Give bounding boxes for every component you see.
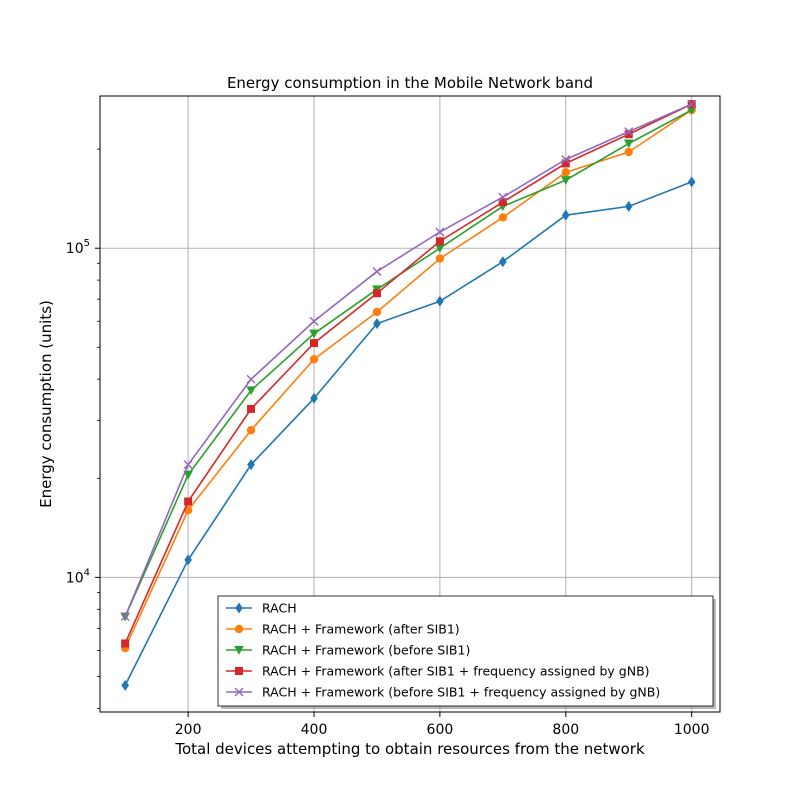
- data-point: [247, 459, 255, 471]
- legend-marker: [235, 667, 243, 675]
- y-tick-label: 104: [66, 567, 90, 586]
- data-point: [373, 318, 381, 330]
- legend-label: RACH: [262, 601, 297, 616]
- data-point: [687, 99, 697, 109]
- data-point: [310, 339, 319, 348]
- data-point: [561, 154, 571, 164]
- series-4: [121, 100, 696, 648]
- series-line: [124, 103, 692, 617]
- series-5: [120, 99, 697, 622]
- data-point: [372, 289, 381, 298]
- data-point: [435, 244, 445, 254]
- data-point: [435, 227, 445, 237]
- legend-label: RACH + Framework (before SIB1 + frequenc…: [262, 685, 660, 700]
- x-tick-label: 1000: [674, 722, 710, 738]
- data-point: [498, 198, 507, 207]
- data-point: [498, 192, 508, 202]
- data-point: [561, 209, 570, 221]
- series-1: [121, 176, 696, 691]
- series-line: [124, 109, 693, 617]
- data-point: [560, 176, 571, 185]
- data-point: [436, 295, 444, 307]
- y-tick-exponent: 5: [84, 238, 90, 249]
- legend-marker: [234, 687, 244, 697]
- legend-marker: [234, 646, 244, 655]
- legend-label: RACH + Framework (before SIB1): [262, 643, 470, 658]
- legend-item: RACH + Framework (after SIB1 + frequency…: [226, 664, 650, 679]
- data-point: [246, 386, 256, 396]
- y-tick-base: 10: [66, 570, 84, 586]
- data-point: [624, 130, 633, 139]
- x-tick-label: 200: [175, 722, 202, 738]
- data-point: [624, 200, 633, 212]
- data-point: [309, 355, 319, 364]
- data-point: [499, 256, 507, 268]
- y-tick-label: 105: [66, 238, 90, 257]
- series-2: [120, 105, 696, 653]
- data-point: [120, 612, 130, 622]
- data-point: [372, 307, 382, 317]
- data-point: [310, 392, 318, 404]
- data-point: [561, 159, 570, 168]
- series-line: [124, 109, 693, 649]
- data-point: [247, 404, 256, 413]
- legend-label: RACH + Framework (after SIB1 + frequency…: [262, 664, 650, 679]
- x-axis-label: Total devices attempting to obtain resou…: [174, 740, 645, 758]
- data-point: [435, 237, 444, 246]
- y-tick-exponent: 4: [84, 567, 90, 578]
- data-point: [624, 147, 633, 157]
- legend-item: RACH + Framework (before SIB1 + frequenc…: [226, 685, 660, 700]
- legend-box: [217, 595, 714, 707]
- data-point: [184, 497, 193, 506]
- series-group: [120, 99, 697, 691]
- data-point: [184, 554, 192, 566]
- series-line: [124, 181, 692, 686]
- data-point: [183, 470, 193, 480]
- data-point: [561, 168, 570, 177]
- data-point: [246, 374, 256, 384]
- data-point: [309, 316, 319, 326]
- legend-item: RACH + Framework (after SIB1): [226, 622, 460, 637]
- x-tick-label: 600: [427, 722, 454, 738]
- plot-frame: [99, 95, 721, 713]
- data-point: [183, 460, 193, 470]
- series-line: [124, 103, 693, 644]
- legend: RACH RACH + Framework (after SIB1) RACH + …: [217, 595, 716, 709]
- y-tick-base: 10: [66, 241, 84, 257]
- x-tick-label: 800: [552, 722, 579, 738]
- x-tick-label: 400: [301, 722, 328, 738]
- data-point: [498, 213, 508, 222]
- legend-item: RACH + Framework (before SIB1): [226, 643, 470, 658]
- data-point: [309, 329, 319, 339]
- grid: [100, 96, 720, 712]
- legend-marker: [234, 624, 244, 634]
- data-point: [624, 127, 634, 137]
- series-3: [120, 105, 697, 622]
- data-point: [435, 254, 445, 263]
- data-point: [121, 679, 129, 691]
- legend-label: RACH + Framework (after SIB1): [262, 622, 460, 637]
- data-point: [246, 425, 256, 435]
- y-axis-label: Energy consumption (units): [37, 300, 55, 508]
- data-point: [372, 266, 382, 276]
- legend-marker: [235, 602, 243, 614]
- data-point: [687, 176, 696, 188]
- data-point: [623, 139, 634, 149]
- chart-title: Energy consumption in the Mobile Network…: [227, 74, 593, 92]
- legend-item: RACH: [226, 601, 297, 616]
- data-point: [121, 639, 130, 648]
- data-point: [686, 105, 697, 115]
